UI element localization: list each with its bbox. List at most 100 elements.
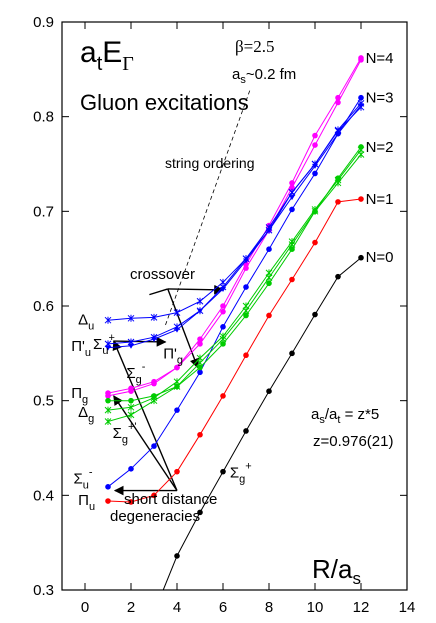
series — [105, 94, 364, 490]
annotations — [112, 88, 251, 496]
data-point — [243, 312, 249, 319]
data-point — [220, 308, 226, 315]
data-point — [266, 312, 272, 319]
data-point — [105, 390, 111, 396]
data-point — [243, 428, 249, 434]
data-point — [151, 443, 157, 449]
data-point — [358, 103, 364, 109]
series — [105, 103, 364, 351]
string-ordering-label: string ordering — [165, 155, 255, 171]
data-point — [358, 196, 364, 202]
y-tick-label: 0.7 — [33, 203, 54, 220]
state-label: Σg- — [126, 361, 145, 386]
data-point — [335, 99, 341, 106]
data-point — [197, 336, 203, 342]
data-point — [358, 94, 364, 101]
data-point — [289, 206, 295, 213]
data-point — [128, 343, 134, 349]
data-point — [104, 406, 112, 414]
series-layer — [104, 55, 365, 591]
data-point — [151, 337, 157, 343]
data-point — [266, 228, 272, 234]
data-point — [220, 286, 226, 292]
data-point — [335, 273, 341, 280]
x-tick-label: 4 — [173, 599, 181, 616]
data-point — [220, 393, 226, 399]
degeneracies-label: degeneracies — [110, 508, 200, 525]
data-point — [127, 403, 135, 411]
state-label: Δg — [78, 404, 94, 425]
data-point — [266, 388, 272, 395]
data-point — [289, 276, 295, 283]
data-point — [358, 57, 364, 63]
data-point — [312, 311, 318, 318]
series-line — [107, 149, 362, 411]
data-point — [312, 239, 318, 246]
data-point — [105, 484, 111, 490]
data-point — [266, 246, 272, 252]
data-point — [197, 308, 203, 314]
data-point — [219, 332, 227, 340]
series — [174, 254, 364, 559]
data-point — [105, 498, 111, 504]
x-tick-label: 12 — [353, 599, 370, 616]
state-label: Σu- — [74, 466, 93, 491]
data-point — [105, 345, 111, 351]
y-tick-label: 0.8 — [33, 109, 54, 126]
series-line — [107, 97, 362, 488]
series-line — [107, 104, 362, 349]
data-point — [128, 385, 134, 392]
data-point — [220, 468, 226, 475]
state-label: Δu — [78, 311, 94, 332]
x-tick-label: 10 — [307, 599, 324, 616]
data-point — [151, 378, 157, 385]
series-line — [107, 59, 362, 394]
data-point — [288, 238, 296, 246]
data-point — [197, 369, 203, 376]
data-point — [220, 324, 226, 330]
ratio-label: as/at = z*5 — [311, 406, 379, 426]
data-point — [220, 303, 226, 309]
y-tick-label: 0.3 — [33, 582, 54, 599]
data-point — [196, 297, 204, 305]
state-label: Πg — [71, 385, 88, 406]
data-point — [289, 195, 295, 201]
x-tick-label: 0 — [81, 599, 89, 616]
data-point — [128, 397, 134, 404]
data-point — [174, 468, 180, 475]
state-label: Σg+ — [230, 461, 252, 486]
data-point — [128, 466, 134, 472]
data-point — [128, 499, 134, 505]
data-point — [104, 417, 112, 425]
state-label: Σu+ — [93, 332, 115, 357]
data-point — [127, 411, 135, 419]
data-point — [311, 205, 319, 213]
data-point — [105, 397, 111, 404]
data-point — [151, 492, 157, 499]
data-point — [196, 354, 204, 362]
degeneracy-arrow-3 — [112, 340, 178, 491]
data-point — [174, 364, 180, 371]
data-point — [150, 313, 158, 321]
data-point — [127, 314, 135, 322]
data-point — [174, 407, 180, 413]
data-point — [173, 378, 181, 386]
data-point — [174, 327, 180, 333]
series-line — [107, 57, 362, 397]
data-point — [104, 316, 112, 324]
heading: Gluon excitations — [80, 90, 249, 115]
data-point — [357, 146, 365, 154]
data-point — [197, 431, 203, 438]
state-label: Π'g — [163, 345, 183, 366]
crossover-line — [149, 288, 169, 296]
data-point — [358, 254, 364, 261]
series-line — [107, 103, 362, 345]
data-point — [312, 163, 318, 169]
axis-ticks: 0 2 4 6 8 10 12 14 0.3 0.4 0.5 0.6 0.7 0.8 0.9 — [33, 14, 415, 616]
x-axis-label: R/as — [312, 554, 361, 588]
data-point — [334, 176, 342, 184]
series — [104, 146, 365, 414]
y-axis-label: atEΓ — [80, 36, 134, 75]
